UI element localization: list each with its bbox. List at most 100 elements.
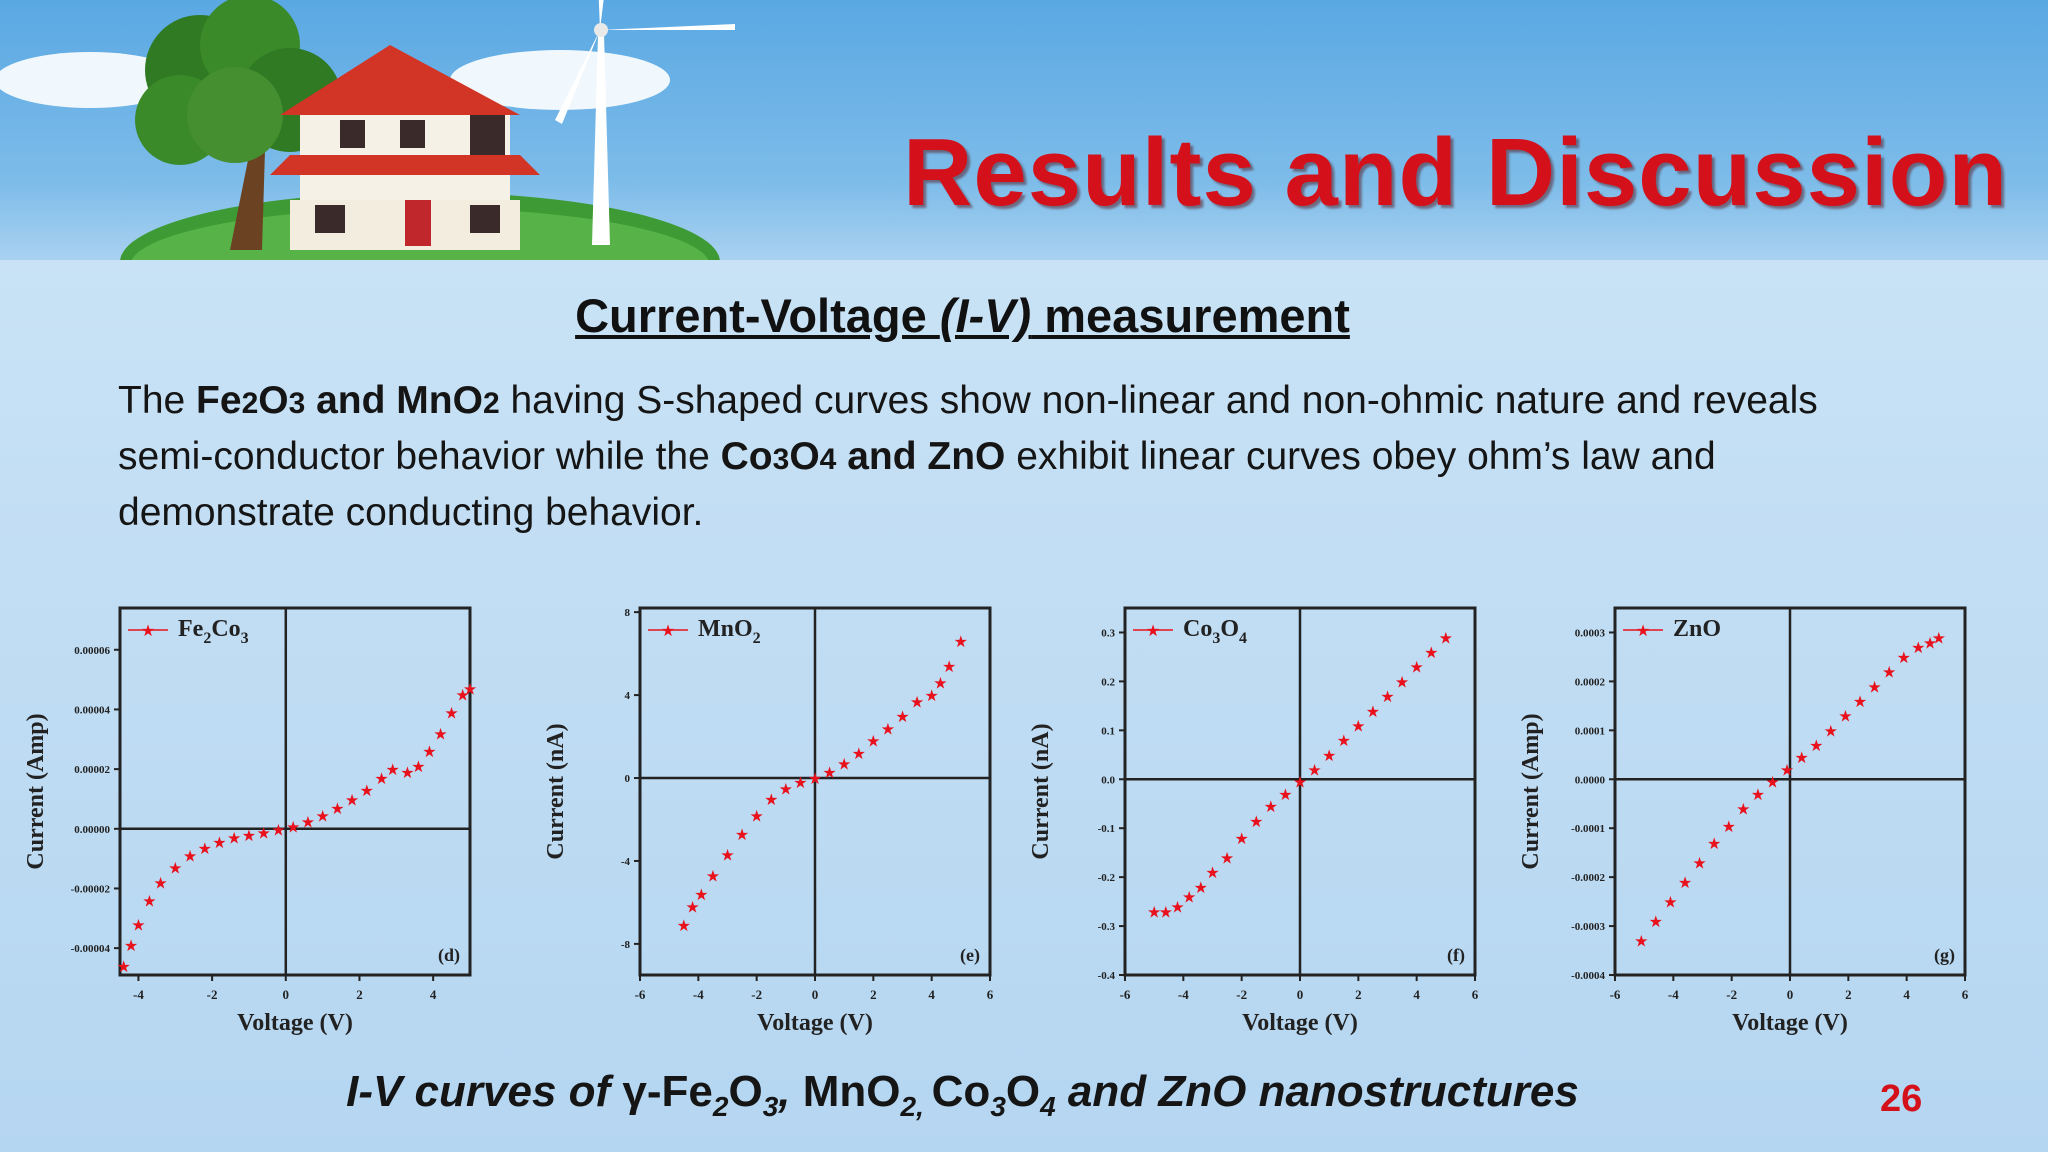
- caption-sub: 4: [1040, 1090, 1056, 1122]
- data-point: ★: [895, 707, 909, 726]
- caption-part: O: [1005, 1067, 1041, 1116]
- y-tick-label: -0.0003: [1571, 921, 1605, 933]
- y-tick-label: -0.00002: [71, 883, 111, 895]
- iv-chart-g: -6 -4 -2 0 2 4 6 -0.0004 -0.0003 -0.0002 -0.0001 0.…: [1510, 590, 1970, 1060]
- x-tick-label: -2: [1236, 987, 1247, 1002]
- body-bold-part: O: [258, 379, 289, 422]
- body-bold-sub: 2: [241, 387, 259, 420]
- data-point: ★: [1380, 687, 1394, 706]
- data-point: ★: [677, 916, 691, 935]
- body-bold-formula: Fe2O3 and MnO2: [196, 379, 500, 422]
- y-tick-label: -0.0001: [1571, 823, 1605, 835]
- data-point: ★: [212, 833, 226, 852]
- data-point: ★: [933, 674, 947, 693]
- data-point: ★: [1409, 658, 1423, 677]
- x-tick-label: -4: [1668, 987, 1679, 1002]
- y-axis-label: Current (Amp): [1518, 713, 1544, 869]
- data-point: ★: [374, 769, 388, 788]
- y-tick-label: -4: [621, 856, 631, 868]
- legend-label-base: MnO: [698, 616, 753, 642]
- body-bold-sub: 3: [772, 443, 790, 476]
- data-point: ★: [286, 817, 300, 836]
- panel-tag: (f): [1447, 945, 1465, 966]
- data-point: ★: [764, 790, 778, 809]
- data-point: ★: [910, 692, 924, 711]
- data-point: ★: [1307, 760, 1321, 779]
- x-tick-label: 2: [356, 987, 363, 1002]
- plot-frame: [118, 606, 472, 977]
- data-point: ★: [793, 773, 807, 792]
- y-tick-label: 0.00006: [74, 645, 110, 657]
- data-point: ★: [315, 806, 329, 825]
- data-point: ★: [1649, 912, 1663, 931]
- body-bold-part: O: [789, 435, 820, 478]
- data-point: ★: [1663, 893, 1677, 912]
- x-tick-label: -4: [1178, 987, 1189, 1002]
- y-tick-label: 0.0003: [1575, 627, 1606, 639]
- data-point: ★: [131, 915, 145, 934]
- data-point: ★: [124, 936, 138, 955]
- data-point: ★: [400, 763, 414, 782]
- x-tick-label: 6: [987, 987, 994, 1002]
- iv-chart-f: -6 -4 -2 0 2 4 6 -0.4 -0.3 -0.2 -0.1 0.0 0.1 0.2 0.3 Vo…: [1020, 590, 1480, 1060]
- caption-part: Co: [931, 1067, 991, 1116]
- x-tick-label: -2: [1726, 987, 1737, 1002]
- page-number: 26: [1880, 1078, 1923, 1120]
- body-text-part: The: [118, 379, 197, 422]
- data-point: ★: [942, 657, 956, 676]
- iv-chart-e: -6 -4 -2 0 2 4 6 -8 -4 0 4 8 Voltage (V) Current (nA)…: [535, 590, 995, 1060]
- x-tick-label: 2: [1845, 987, 1852, 1002]
- legend-label-mid: Co: [211, 616, 240, 642]
- x-tick-label: -4: [693, 987, 704, 1002]
- legend-label: ZnO: [1673, 616, 1721, 642]
- y-tick-label: 0.0001: [1575, 725, 1605, 737]
- y-axis-label: Current (nA): [1028, 723, 1054, 859]
- y-tick-label: -0.1: [1098, 823, 1115, 835]
- data-point: ★: [1205, 863, 1219, 882]
- y-tick-label: 0: [625, 773, 631, 785]
- data-point: ★: [1897, 648, 1911, 667]
- data-point: ★: [685, 898, 699, 917]
- data-point: ★: [1678, 873, 1692, 892]
- caption-part: MnO: [802, 1067, 901, 1116]
- legend-label: Co3O4: [1183, 616, 1247, 647]
- data-point: ★: [1634, 932, 1648, 951]
- data-point: ★: [694, 885, 708, 904]
- x-tick-label: 4: [928, 987, 935, 1002]
- data-point: ★: [1351, 716, 1365, 735]
- chart-svg: -6 -4 -2 0 2 4 6 -0.4 -0.3 -0.2 -0.1 0.0 0.1 0.2 0.3 Vo…: [1028, 606, 1479, 1036]
- data-point: ★: [1170, 897, 1184, 916]
- body-text-part: having S-shaped curves show non-linear a…: [118, 379, 1818, 478]
- data-point: ★: [257, 823, 271, 842]
- legend-label-mid: O: [1220, 616, 1239, 642]
- data-point: ★: [1809, 736, 1823, 755]
- x-tick-label: 0: [1297, 987, 1304, 1002]
- y-tick-label: 4: [625, 690, 631, 702]
- legend-label-sub: 2: [753, 630, 761, 647]
- legend-marker: ★: [141, 621, 155, 640]
- data-point: ★: [852, 744, 866, 763]
- body-bold-part: and MnO: [305, 379, 483, 422]
- data-point: ★: [1439, 628, 1453, 647]
- data-point: ★: [808, 769, 822, 788]
- panel-tag: (g): [1934, 945, 1955, 966]
- legend-marker: ★: [1146, 621, 1160, 640]
- y-tick-label: -0.0002: [1571, 872, 1605, 884]
- data-point: ★: [153, 874, 167, 893]
- house-body: [270, 45, 540, 250]
- body-paragraph: The Fe2O3 and MnO2 having S-shaped curve…: [118, 374, 1918, 539]
- data-point: ★: [924, 686, 938, 705]
- y-tick-label: 0.00004: [74, 704, 110, 716]
- data-point: ★: [1867, 677, 1881, 696]
- data-point: ★: [168, 859, 182, 878]
- x-tick-label: -2: [751, 987, 762, 1002]
- chart-svg: -4 -2 0 2 4 -0.00004 -0.00002 0.00000 0.00002 0.0…: [23, 606, 477, 1036]
- data-point: ★: [1182, 888, 1196, 907]
- data-point: ★: [1337, 731, 1351, 750]
- x-tick-label: 2: [870, 987, 877, 1002]
- chart-svg: -6 -4 -2 0 2 4 6 -0.0004 -0.0003 -0.0002 -0.0001 0.…: [1518, 606, 1969, 1036]
- body-bold-sub: 2: [482, 387, 500, 420]
- legend-label: MnO2: [698, 616, 761, 647]
- data-point: ★: [411, 757, 425, 776]
- data-point: ★: [1923, 633, 1937, 652]
